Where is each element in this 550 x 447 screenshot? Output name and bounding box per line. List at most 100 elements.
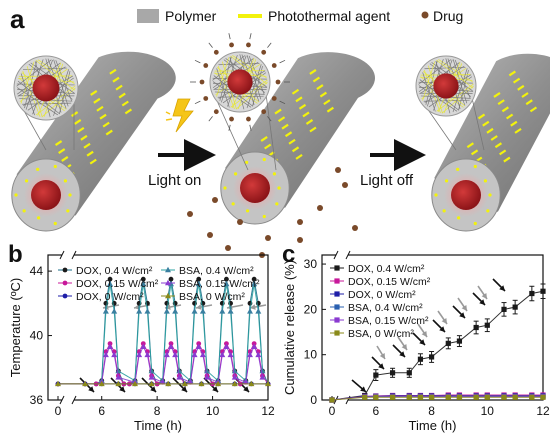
data-point — [417, 356, 424, 362]
data-point — [163, 308, 170, 314]
data-point — [242, 379, 249, 385]
data-point — [246, 351, 253, 358]
legend-marker-icon — [165, 266, 171, 273]
data-point — [231, 380, 238, 387]
zoom-line — [265, 93, 277, 171]
arrow-head — [439, 326, 445, 332]
temperature-legend: DOX, 0.4 W/cm² BSA, 0.4 W/cm² DOX, 0.15 W/… — [58, 265, 260, 303]
data-point — [529, 290, 535, 297]
escaping-drug — [271, 63, 277, 68]
agent-dash — [493, 92, 501, 98]
data-point — [165, 380, 172, 387]
released-drug — [297, 219, 303, 225]
data-point — [115, 374, 122, 380]
escape-arrow — [279, 59, 286, 64]
axis-break-mark — [71, 395, 77, 405]
data-point — [172, 308, 179, 314]
agent-dash — [260, 136, 268, 142]
agent-dash — [291, 88, 300, 95]
agent-dash — [264, 143, 272, 150]
data-point — [140, 343, 147, 350]
legend-item: DOX, 0 W/cm² — [58, 291, 144, 303]
arrow-head — [479, 299, 485, 305]
sphere-core — [32, 74, 60, 102]
end-agent — [53, 221, 57, 226]
data-point — [501, 394, 507, 400]
escaping-drug — [213, 109, 219, 115]
data-point — [473, 394, 479, 400]
data-point — [131, 380, 138, 387]
light-off-arrow-icon — [376, 345, 386, 360]
data-point — [176, 374, 183, 380]
arrow-head — [250, 304, 256, 310]
light-on-arrow-icon — [412, 332, 426, 346]
data-point — [428, 354, 435, 360]
data-point — [136, 308, 143, 314]
data-point — [456, 394, 463, 400]
escaping-drug — [246, 42, 251, 48]
agent-dash — [494, 142, 503, 149]
temperature-series — [55, 276, 271, 387]
legend-item: DOX, 0 W/cm² — [330, 289, 416, 301]
agent-dash — [525, 99, 533, 106]
data-point — [512, 304, 518, 310]
agent-dash — [505, 113, 514, 120]
x-tick-label: 0 — [55, 404, 62, 418]
agent-dash — [61, 156, 69, 162]
released-drug — [352, 225, 358, 231]
arrow-head — [243, 386, 249, 392]
legend-label: DOX, 0.4 W/cm² — [348, 263, 425, 275]
polymer-strand — [424, 66, 466, 70]
agent-dash — [477, 113, 486, 120]
data-point — [389, 394, 396, 400]
data-point — [198, 380, 205, 387]
light-off-arrow-icon — [457, 297, 468, 312]
y-tick-label: 44 — [30, 264, 44, 278]
data-point — [219, 351, 226, 358]
data-point — [82, 380, 89, 387]
data-point — [196, 276, 202, 282]
end-agent — [275, 202, 279, 206]
agent-dash — [284, 131, 293, 138]
agent-dash — [105, 129, 113, 136]
escaping-drug — [275, 79, 281, 85]
data-point — [172, 351, 179, 358]
legend-item: BSA, 0.4 W/cm² — [330, 302, 423, 314]
agent-dash — [115, 84, 123, 91]
agent-dash — [86, 150, 94, 157]
data-point — [373, 372, 379, 378]
agent-dash — [288, 138, 296, 145]
zoom-line — [213, 93, 249, 171]
data-point — [168, 276, 174, 282]
y-axis-label: Temperature (ºC) — [8, 278, 23, 377]
agent-dash — [510, 120, 518, 127]
legend-item: BSA, 0.15 W/cm² — [161, 278, 260, 290]
legend-marker-icon — [62, 267, 68, 273]
schematic-legend: Polymer Photothermal agent Drug — [137, 8, 463, 24]
escaping-drug — [271, 96, 277, 101]
escape-arrow — [249, 124, 252, 131]
polymer-strand — [252, 65, 263, 106]
polymer-strand — [236, 81, 268, 110]
arrow-head — [181, 386, 187, 392]
data-point — [456, 338, 463, 344]
polymer-strand — [212, 55, 246, 81]
data-point — [204, 374, 211, 380]
data-point — [163, 351, 170, 358]
polymer-strand — [23, 67, 67, 70]
agent-dash — [71, 111, 79, 117]
end-agent — [277, 186, 281, 190]
polymer-strand — [216, 68, 230, 108]
axis-break-gap — [336, 397, 348, 403]
legend-marker-icon — [165, 279, 171, 286]
release-series — [329, 283, 546, 403]
polymer-strand — [442, 85, 474, 114]
x-tick-label: 6 — [98, 404, 105, 418]
arrow-head — [196, 304, 202, 310]
legend-marker-icon — [334, 278, 340, 284]
data-point — [255, 308, 262, 314]
end-agent — [63, 179, 68, 183]
agent-dash — [482, 120, 490, 127]
light-on-arrow-icon — [371, 356, 385, 370]
data-point — [251, 343, 258, 350]
